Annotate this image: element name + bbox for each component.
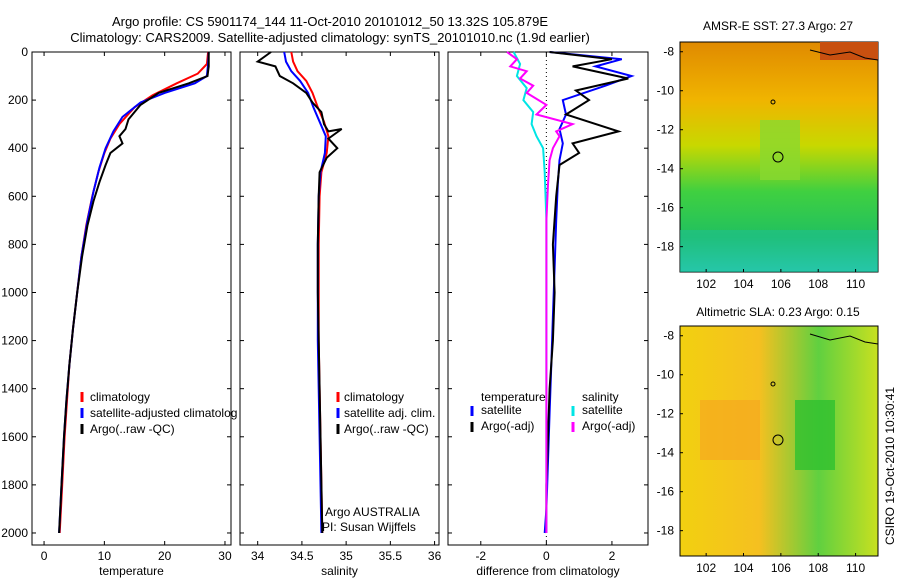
map1-warm-patch	[820, 42, 878, 60]
map-x-tick-label: 104	[733, 561, 753, 575]
series-argo-raw-qc-	[255, 51, 343, 534]
map2-coastline	[809, 333, 879, 345]
x-tick-label: 20	[158, 549, 172, 563]
legend-label: satellite-adjusted climatolog	[90, 406, 237, 420]
map1-cool-patch	[680, 230, 878, 272]
map-x-tick-label: 102	[696, 561, 716, 575]
x-tick-label: 10	[98, 549, 112, 563]
map-y-tick-label: -16	[657, 485, 675, 499]
map-y-tick-label: -18	[657, 524, 675, 538]
map-y-tick-label: -10	[657, 368, 675, 382]
x-tick-label: 35.5	[379, 549, 403, 563]
legend-label: Argo(-adj)	[582, 419, 635, 433]
map1-title: AMSR-E SST: 27.3 Argo: 27	[703, 19, 853, 33]
map-y-tick-label: -12	[657, 407, 675, 421]
series-climatology	[58, 51, 210, 534]
x-tick-label: 34.5	[290, 549, 314, 563]
series-temperature-satellite	[543, 51, 635, 534]
chart-title-line2: Climatology: CARS2009. Satellite-adjuste…	[70, 30, 590, 45]
y-tick-label: 800	[8, 237, 28, 251]
map-x-tick-label: 110	[846, 561, 865, 575]
map-x-tick-label: 104	[733, 277, 753, 291]
annotation-pi: PI: Susan Wijffels	[322, 520, 416, 534]
x-tick-label: 35	[339, 549, 353, 563]
panel-temperature: 0 10 20 30 temperature 0 200 400 600 800 1000 1200 1…	[1, 45, 237, 578]
legend-label: climatology	[344, 390, 404, 404]
x-tick-label: 34	[251, 549, 265, 563]
legend-label: satellite	[582, 403, 623, 417]
series-salinity-argo-adj-	[506, 51, 576, 533]
legend-label: Argo(..raw -QC)	[90, 422, 175, 436]
panel-salinity: 34 34.5 35 35.5 36 salinity climatology satelli…	[239, 51, 442, 578]
x-tick-label: 36	[428, 549, 442, 563]
map-x-tick-label: 106	[771, 277, 791, 291]
map1-coastline	[809, 49, 879, 61]
y-tick-label: 0	[21, 45, 28, 59]
map-x-tick-label: 108	[808, 277, 828, 291]
legend-title-salinity: salinity	[582, 390, 619, 404]
map-y-tick-label: -14	[657, 446, 675, 460]
x-axis-label: difference from climatology	[476, 564, 619, 578]
y-tick-label: 1000	[1, 285, 28, 299]
x-tick-label: -2	[475, 549, 486, 563]
map-y-tick-label: -14	[657, 162, 675, 176]
y-tick-label: 1800	[1, 478, 28, 492]
series-climatology	[290, 51, 330, 534]
axes-frame	[447, 51, 649, 546]
map2-axes: 102 104 106 108 110 -8 -10 -12 -14 -16 -18	[657, 329, 866, 575]
legend-label: Argo(-adj)	[481, 419, 534, 433]
map1-green-patch	[760, 120, 800, 180]
map2-orange-patch	[700, 400, 760, 460]
map-y-tick-label: -18	[657, 240, 675, 254]
series-satellite-adjusted-climatolog	[58, 51, 210, 534]
map-x-tick-label: 108	[808, 561, 828, 575]
legend-label: climatology	[90, 390, 150, 404]
y-tick-label: 400	[8, 141, 28, 155]
footer-stamp: CSIRO 19-Oct-2010 10:30:41	[883, 387, 897, 545]
axes-frame	[31, 51, 232, 546]
x-tick-label: 0	[543, 549, 550, 563]
y-tick-label: 200	[8, 93, 28, 107]
legend-label: Argo(..raw -QC)	[344, 422, 429, 436]
map-x-tick-label: 106	[771, 561, 791, 575]
map-x-tick-label: 110	[846, 277, 865, 291]
y-tick-label: 1600	[1, 430, 28, 444]
x-axis-label: temperature	[99, 564, 164, 578]
map-y-tick-label: -8	[663, 45, 674, 59]
map-x-tick-label: 102	[696, 277, 716, 291]
legend-label: satellite	[481, 403, 522, 417]
legend-title-temperature: temperature	[481, 390, 546, 404]
map-y-tick-label: -10	[657, 84, 675, 98]
map-y-tick-label: -8	[663, 329, 674, 343]
series-temperature-argo-adj-	[545, 51, 629, 533]
map-y-tick-label: -12	[657, 123, 675, 137]
map2-argo-location	[772, 434, 784, 446]
y-tick-label: 2000	[1, 526, 28, 540]
legend-label: satellite adj. clim.	[344, 406, 435, 420]
chart-title-line1: Argo profile: CS 5901174_144 11-Oct-2010…	[111, 14, 549, 29]
x-tick-label: 2	[609, 549, 616, 563]
map2-title: Altimetric SLA: 0.23 Argo: 0.15	[696, 305, 860, 319]
map2-island	[770, 381, 776, 387]
y-tick-label: 600	[8, 189, 28, 203]
axes-frame	[239, 51, 440, 546]
x-tick-label: 30	[218, 549, 232, 563]
series-argo-raw-qc-	[58, 52, 210, 534]
map2-green-patch	[795, 400, 835, 470]
y-tick-label: 1200	[1, 334, 28, 348]
map1-island	[770, 99, 776, 105]
map1-axes: 102 104 106 108 110 -8 -10 -12 -14 -16 -18	[657, 45, 866, 291]
y-tick-label: 1400	[1, 382, 28, 396]
x-axis-label: salinity	[321, 564, 358, 578]
annotation-argo-australia: Argo AUSTRALIA	[325, 505, 420, 519]
map1-argo-location	[772, 151, 784, 163]
map-y-tick-label: -16	[657, 201, 675, 215]
series-salinity-satellite	[512, 51, 548, 533]
x-tick-label: 0	[41, 549, 48, 563]
